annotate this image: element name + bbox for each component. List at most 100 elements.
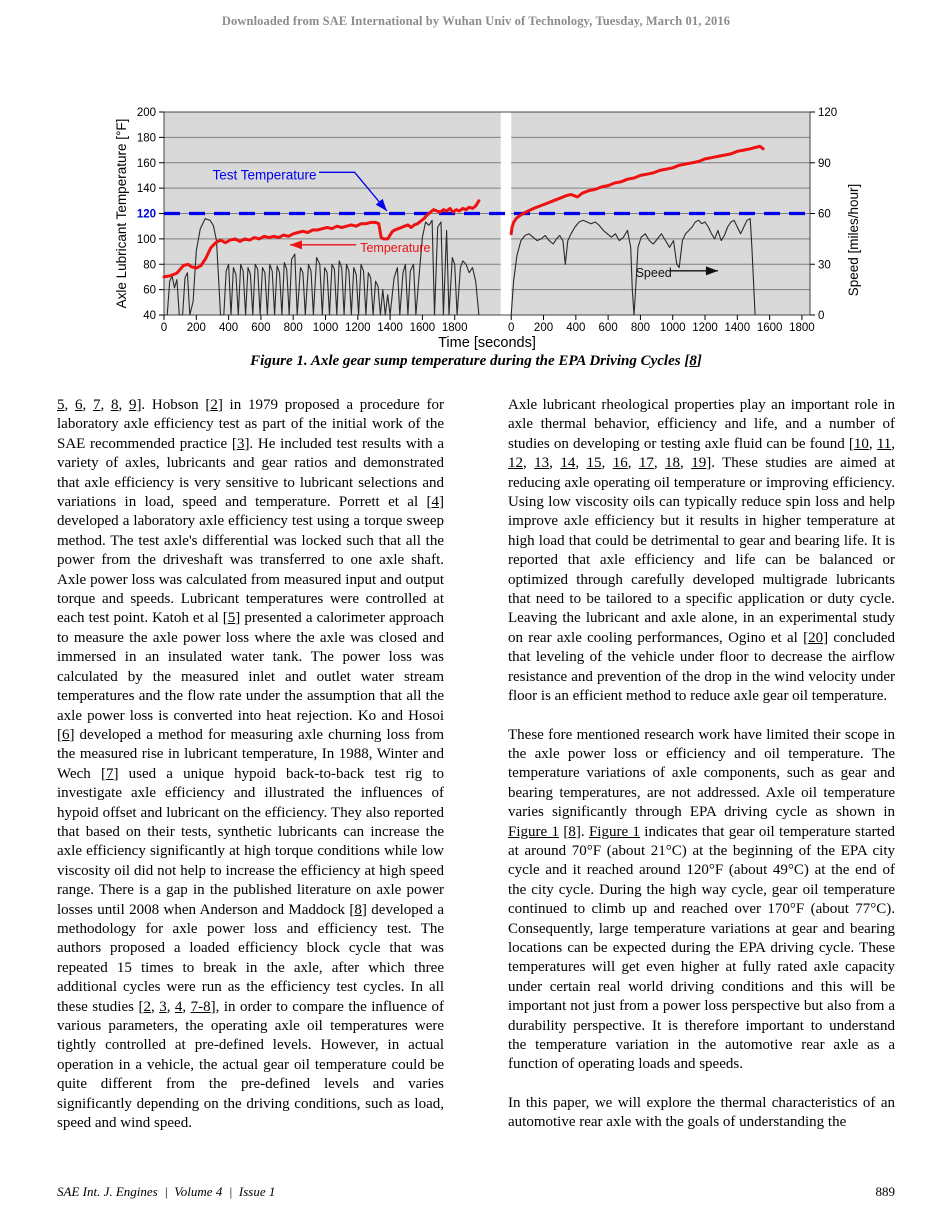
reference-link[interactable]: 7-8 (190, 998, 211, 1015)
x-tick-label: 1200 (692, 322, 718, 334)
x-tick-label: 0 (508, 322, 514, 334)
y-axis-title-right: Speed [miles/hour] (846, 184, 861, 297)
reference-link[interactable]: 6 (62, 726, 70, 743)
page-footer: SAE Int. J. Engines | Volume 4 | Issue 1… (57, 1184, 895, 1200)
text-run: ] developed a laboratory axle efficiency… (57, 494, 444, 627)
series-speed (510, 218, 756, 316)
text-run: , (118, 397, 129, 413)
x-tick-label: 1000 (660, 322, 686, 334)
text-run: , (64, 397, 75, 413)
reference-link[interactable]: 8 (689, 353, 697, 369)
x-tick-label: 1400 (725, 322, 751, 334)
text-run: indicates that gear oil temperature star… (508, 823, 896, 1073)
reference-link[interactable]: 3 (236, 435, 245, 452)
x-tick-label: 1400 (377, 322, 403, 334)
reference-link[interactable]: 8 (568, 823, 576, 840)
paragraph: Axle lubricant rheological properties pl… (508, 396, 895, 707)
reference-link[interactable]: Figure 1 (508, 823, 559, 840)
journal-footer: SAE Int. J. Engines | Volume 4 | Issue 1 (57, 1184, 276, 1199)
paragraph: These fore mentioned research work have … (508, 726, 895, 1075)
y-tick-label-right: 60 (818, 209, 831, 221)
text-run: , (523, 455, 535, 472)
y-tick-label-right: 30 (818, 259, 831, 271)
text-run: , (150, 998, 160, 1015)
y-tick-label-left: 100 (137, 234, 156, 246)
reference-link[interactable]: 5 (57, 397, 65, 413)
text-run: , (653, 455, 666, 472)
text-run: ]. Hobson [ (136, 397, 211, 413)
test-temperature-leader (319, 171, 388, 212)
series-temperature (509, 144, 765, 236)
y-tick-label-right: 90 (818, 158, 831, 170)
right-column: Axle lubricant rheological properties pl… (508, 396, 895, 1152)
reference-link[interactable]: 8 (354, 901, 362, 918)
reference-link[interactable]: 2 (143, 998, 151, 1015)
reference-link[interactable]: 15 (586, 455, 602, 472)
reference-link[interactable]: 13 (534, 455, 550, 472)
left-column: 5, 6, 7, 8, 9]. Hobson [2] in 1979 propo… (57, 396, 444, 1152)
y-tick-label-left: 40 (143, 310, 156, 322)
y-axis-title-left: Axle Lubricant Temperature [°F] (114, 119, 129, 309)
y-tick-label-left: 160 (137, 158, 156, 170)
text-run: ] concluded that leveling of the vehicle… (508, 629, 895, 705)
text-run: ]. He included test results with a varie… (57, 435, 444, 511)
arrowhead (289, 240, 302, 250)
text-run: ] developed a method for measuring axle … (57, 726, 444, 782)
reference-link[interactable]: 18 (665, 455, 681, 472)
reference-link[interactable]: 20 (808, 629, 824, 646)
x-tick-label: 400 (566, 322, 585, 334)
text-run: ]. These studies are aimed at reducing a… (508, 455, 896, 646)
reference-link[interactable]: 16 (612, 455, 628, 472)
x-tick-label: 600 (599, 322, 618, 334)
reference-link[interactable]: 3 (159, 998, 167, 1015)
reference-link[interactable]: Figure 1 (588, 823, 640, 840)
x-tick-label: 1000 (313, 322, 339, 334)
text-run: Axle lubricant rheological properties pl… (508, 397, 895, 452)
x-axis-title: Time [seconds] (438, 335, 536, 350)
text-run: , (549, 455, 561, 472)
text-run: , (891, 435, 896, 452)
text-run: , (575, 455, 587, 472)
reference-link[interactable]: 4 (174, 998, 183, 1015)
series-temperature (162, 199, 481, 279)
series-speed (164, 218, 480, 316)
reference-link[interactable]: 11 (876, 435, 892, 452)
text-run: , (601, 455, 613, 472)
reference-link[interactable]: 14 (560, 455, 576, 472)
test-temperature-label: Test Temperature (212, 167, 316, 182)
paragraph: 5, 6, 7, 8, 9]. Hobson [2] in 1979 propo… (57, 396, 444, 1133)
reference-link[interactable]: 17 (638, 455, 654, 472)
reference-link[interactable]: 9 (128, 397, 137, 413)
text-run: ] used a unique hypoid back-to-back test… (57, 765, 444, 918)
cycle-gap (500, 112, 512, 315)
text-run: , (627, 455, 639, 472)
text-run: , (680, 455, 692, 472)
reference-link[interactable]: 5 (227, 610, 236, 627)
x-tick-label: 600 (251, 322, 270, 334)
reference-link[interactable]: 7 (92, 397, 101, 413)
reference-link[interactable]: 10 (853, 435, 869, 452)
reference-link[interactable]: 19 (691, 455, 707, 472)
reference-link[interactable]: 2 (210, 397, 218, 413)
temperature-label: Temperature (360, 241, 430, 255)
figure-1: 200 180 160 140 120 100 80 60 40 120 90 60 30 0 0 200 40… (112, 100, 872, 351)
x-tick-label: 1200 (345, 322, 371, 334)
x-tick-label: 200 (534, 322, 553, 334)
figure-caption: Figure 1. Axle gear sump temperature dur… (0, 353, 952, 370)
reference-link[interactable]: 7 (105, 765, 114, 782)
y-tick-label-left: 140 (137, 183, 156, 195)
paragraph: In this paper, we will explore the therm… (508, 1094, 895, 1133)
x-tick-label: 400 (219, 322, 238, 334)
text-run: , (82, 397, 93, 413)
download-notice: Downloaded from SAE International by Wuh… (221, 14, 731, 28)
x-tick-label: 1800 (789, 322, 815, 334)
reference-link[interactable]: 8 (110, 397, 119, 413)
text-run: ]. (575, 823, 589, 840)
reference-link[interactable]: 12 (508, 455, 523, 472)
text-run: , (100, 397, 111, 413)
reference-link[interactable]: 6 (74, 397, 83, 413)
reference-link[interactable]: 4 (431, 494, 440, 511)
x-tick-label: 1800 (442, 322, 468, 334)
y-tick-label-right: 120 (818, 107, 837, 119)
y-tick-label-left: 60 (143, 285, 156, 297)
